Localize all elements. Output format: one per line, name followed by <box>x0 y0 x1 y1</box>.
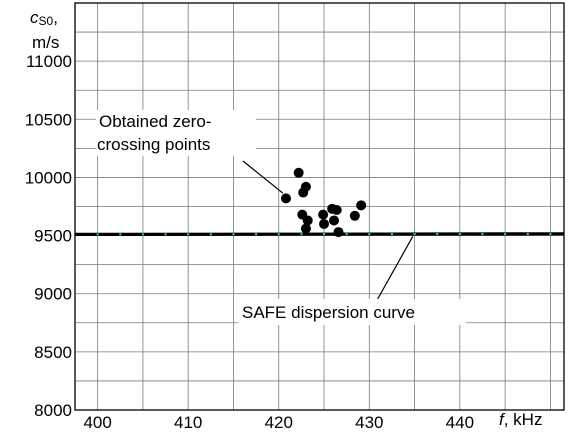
curve-marker <box>481 232 484 235</box>
data-point <box>319 218 330 229</box>
annotation-text-bg <box>96 110 256 156</box>
y-tick-label: 8000 <box>34 401 72 420</box>
data-point <box>328 215 339 226</box>
data-point <box>349 210 360 221</box>
data-point <box>302 215 313 226</box>
data-point <box>280 193 291 204</box>
y-tick-label: 9000 <box>34 285 72 304</box>
data-point <box>300 181 311 192</box>
zero-crossing-points <box>280 167 367 238</box>
plot-frame <box>74 2 565 411</box>
curve-marker <box>209 233 212 236</box>
curve-marker <box>436 232 439 235</box>
x-tick-label: 440 <box>446 413 474 432</box>
data-point <box>331 204 342 215</box>
y-tick-label: 8500 <box>34 343 72 362</box>
x-tick-label: 430 <box>355 413 383 432</box>
y-tick-label: 10000 <box>25 168 72 187</box>
curve-marker <box>526 232 529 235</box>
y-tick-labels: 8000 8500 9000 9500 10000 10500 11000 <box>25 52 72 420</box>
y-tick-label: 11000 <box>26 52 72 71</box>
y-axis-title: cS0, <box>30 8 58 28</box>
annotation-text-bg <box>238 299 466 325</box>
grid <box>75 3 564 410</box>
y-tick-label: 10500 <box>25 110 72 129</box>
curve-marker <box>504 232 507 235</box>
safe-dispersion-curve <box>74 232 565 237</box>
curve-marker <box>187 233 190 236</box>
annotation-pointer-line <box>375 236 414 303</box>
annotation-line-2: crossing points <box>97 135 210 154</box>
curve-marker <box>255 233 258 236</box>
x-axis-title: f, kHz <box>499 410 542 429</box>
curve-marker <box>277 233 280 236</box>
curve-marker <box>323 233 326 236</box>
curve-marker <box>345 233 348 236</box>
curve-marker <box>96 233 99 236</box>
curve-marker <box>300 233 303 236</box>
curve-marker <box>119 233 122 236</box>
y-axis-unit: m/s <box>32 33 59 52</box>
curve-marker <box>458 232 461 235</box>
curve-marker <box>390 233 393 236</box>
annotation-line-1: Obtained zero- <box>99 112 211 131</box>
data-point <box>293 167 304 178</box>
annotation-safe-text: SAFE dispersion curve <box>242 303 415 322</box>
x-tick-label: 420 <box>265 413 293 432</box>
data-point <box>318 209 329 220</box>
data-point <box>333 227 344 238</box>
curve-marker <box>141 233 144 236</box>
curve-marker <box>164 233 167 236</box>
curve-marker <box>413 233 416 236</box>
curve-marker <box>368 233 371 236</box>
y-tick-label: 9500 <box>34 227 72 246</box>
annotation-pointer-line <box>242 160 284 194</box>
annotation-zero-crossing: Obtained zero- crossing points <box>96 110 284 194</box>
x-tick-label: 410 <box>174 413 202 432</box>
x-tick-labels: 400 410 420 430 440 <box>83 413 474 432</box>
curve-marker <box>549 232 552 235</box>
curve-marker <box>232 233 235 236</box>
data-point <box>356 200 367 211</box>
data-point <box>300 223 311 234</box>
safe-curve-line <box>74 232 565 237</box>
x-tick-label: 400 <box>83 413 111 432</box>
annotation-safe-curve: SAFE dispersion curve <box>238 236 466 325</box>
